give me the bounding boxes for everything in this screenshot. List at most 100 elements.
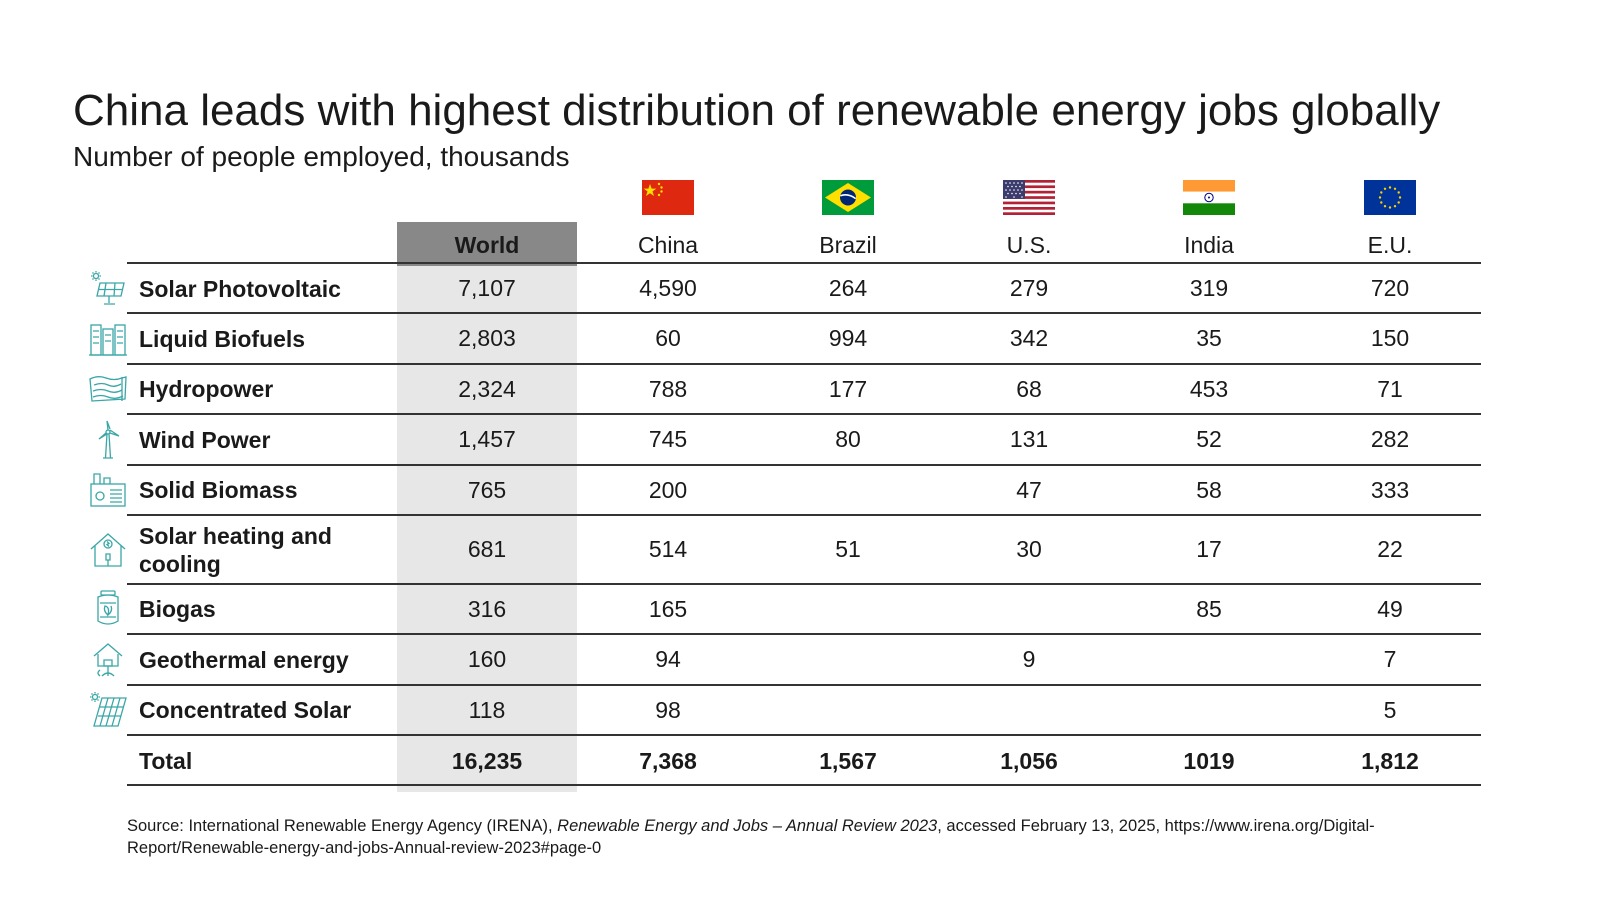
row-label: Solar heating and cooling	[139, 522, 332, 577]
table-cell: 453	[1189, 375, 1229, 402]
table-cell: 165	[648, 595, 688, 622]
table-cell: 30	[1016, 536, 1042, 562]
table-rule	[127, 633, 1481, 635]
table-rule	[127, 363, 1481, 365]
brazil-flag-icon	[822, 180, 874, 215]
table-cell: 514	[648, 536, 688, 562]
table-cell: 94	[655, 646, 681, 672]
table-cell: 58	[1196, 476, 1222, 503]
table-cell: 150	[1370, 325, 1410, 351]
hydropower-dam-icon	[88, 369, 128, 409]
table-cell: 68	[1016, 375, 1042, 402]
row-label: Concentrated Solar	[139, 697, 352, 723]
table-rule	[127, 734, 1481, 736]
source-title: Renewable Energy and Jobs – Annual Revie…	[557, 817, 938, 835]
table-rule	[127, 784, 1481, 786]
column-header: Brazil	[819, 232, 877, 258]
table-cell: 177	[828, 375, 868, 402]
biomass-plant-icon	[88, 470, 128, 510]
table-cell: 98	[655, 696, 681, 723]
table-cell: 282	[1370, 426, 1410, 452]
table-cell: 131	[1009, 426, 1049, 452]
india-flag-icon	[1183, 180, 1235, 215]
table-cell	[758, 466, 938, 514]
total-cell: 7,368	[639, 747, 697, 774]
column-header: China	[637, 232, 699, 258]
table-cell: 720	[1370, 275, 1410, 301]
table-rule	[127, 514, 1481, 516]
row-label: Geothermal energy	[139, 646, 349, 673]
table-cell	[758, 686, 938, 734]
table-cell: 342	[1009, 325, 1049, 351]
table-cell: 52	[1196, 426, 1222, 452]
column-header: E.U.	[1367, 232, 1413, 258]
table-cell: 49	[1377, 595, 1403, 622]
table-cell: 681	[467, 536, 507, 562]
row-label: Solar Photovoltaic	[139, 275, 341, 302]
table-cell: 22	[1377, 536, 1403, 562]
table-cell	[939, 686, 1119, 734]
table-rule	[127, 413, 1481, 415]
row-label: Biogas	[139, 596, 216, 622]
solar-panel-icon	[88, 269, 128, 309]
geothermal-icon	[88, 640, 128, 680]
total-cell: 1,056	[1000, 747, 1058, 774]
table-rule	[127, 464, 1481, 466]
table-cell	[939, 585, 1119, 633]
table-cell: 51	[835, 536, 861, 562]
table-cell: 319	[1189, 275, 1229, 301]
table-cell	[758, 635, 938, 684]
table-cell: 316	[467, 595, 507, 622]
china-flag-icon	[642, 180, 694, 215]
table-rule	[127, 583, 1481, 585]
table-cell: 5	[1383, 696, 1397, 723]
table-cell: 118	[468, 696, 506, 723]
table-rule	[127, 684, 1481, 686]
world-column-background	[397, 266, 577, 792]
table-cell: 994	[828, 325, 868, 351]
solar-home-icon	[88, 530, 128, 570]
table-cell: 2,803	[458, 325, 516, 351]
total-cell: 1,567	[819, 747, 877, 774]
table-cell: 264	[828, 275, 868, 301]
column-header: World	[454, 232, 520, 258]
table-cell: 333	[1370, 476, 1410, 503]
table-cell: 17	[1196, 536, 1222, 562]
source-prefix: Source: International Renewable Energy A…	[127, 817, 558, 835]
biogas-tank-icon	[88, 589, 128, 629]
table-cell	[758, 585, 938, 633]
table-cell: 200	[648, 476, 688, 503]
table-cell: 1,457	[458, 426, 516, 452]
table-cell: 2,324	[458, 375, 516, 402]
table-cell: 47	[1016, 476, 1042, 503]
table-cell: 60	[655, 325, 681, 351]
table-cell: 85	[1196, 595, 1222, 622]
table-cell: 71	[1377, 375, 1403, 402]
total-label: Total	[139, 748, 193, 774]
source-suffix: , accessed February 13, 2025, https://ww…	[127, 817, 1375, 857]
table-cell: 7	[1383, 646, 1397, 672]
world-header-background	[397, 222, 577, 266]
table-cell	[1119, 635, 1299, 684]
us-flag-icon	[1003, 180, 1055, 215]
wind-turbine-icon	[88, 420, 128, 460]
table-cell: 279	[1009, 275, 1049, 301]
table-cell: 745	[648, 426, 688, 452]
total-cell: 1,812	[1361, 747, 1419, 774]
table-cell	[1119, 686, 1299, 734]
page-title: China leads with highest distribution of…	[73, 86, 1441, 135]
row-label: Liquid Biofuels	[139, 325, 306, 352]
row-label: Wind Power	[139, 426, 271, 453]
concentrated-solar-icon	[88, 690, 128, 730]
table-cell: 80	[835, 426, 861, 452]
biofuel-plant-icon	[88, 319, 128, 359]
table-cell: 9	[1022, 646, 1036, 672]
column-header: U.S.	[1006, 232, 1052, 258]
table-cell: 4,590	[639, 275, 697, 301]
table-cell: 7,107	[458, 275, 516, 301]
row-label: Solid Biomass	[139, 477, 298, 503]
total-cell: 1019	[1183, 747, 1235, 774]
table-rule	[127, 262, 1481, 264]
table-cell: 160	[467, 646, 507, 672]
source-note: Source: International Renewable Energy A…	[127, 815, 1487, 859]
